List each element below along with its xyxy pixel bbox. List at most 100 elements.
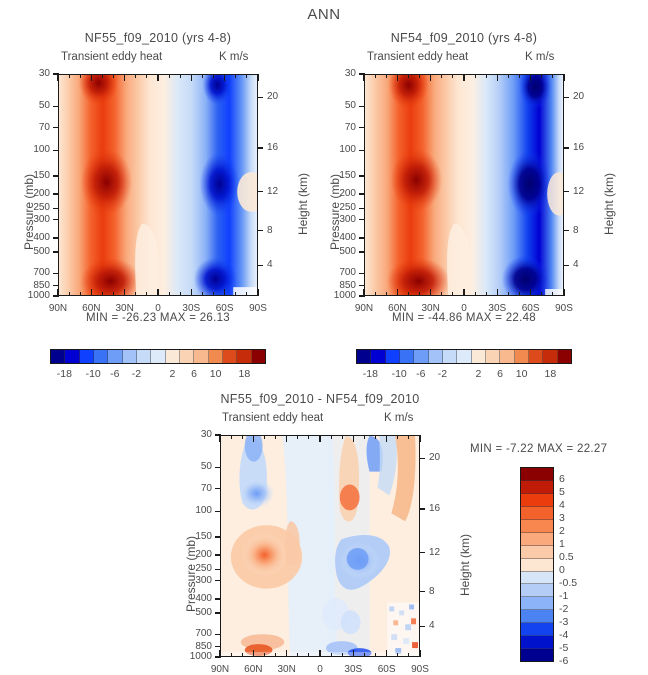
colorbar-left-cell: [208, 350, 223, 363]
right-x-minor-tickmark: [552, 74, 554, 78]
diff-y2-tick-label: 8: [429, 585, 435, 597]
right-x-minor-tickmark: [374, 74, 376, 78]
colorbar-right-cell: [543, 350, 558, 363]
left-x-minor-tickmark: [235, 74, 237, 78]
diff-x-tick-label: 60N: [244, 664, 263, 675]
right-y-tick-label: 700: [339, 267, 356, 279]
right-y2-tick-label: 16: [573, 141, 585, 153]
right-x-minor-tickmark: [541, 74, 543, 78]
colorbar-right-cell: [528, 350, 544, 363]
right-y-tickmark: [359, 149, 365, 151]
diff-x-minor-tickmark: [308, 653, 310, 657]
diff-y-tickmark: [215, 487, 221, 490]
left-x-minor-tickmark: [79, 292, 81, 296]
colorbar-diff-tick: 2: [559, 525, 565, 537]
right-y-tick-label: 50: [344, 100, 356, 112]
panel-subtitle-left-left: Transient eddy heat: [61, 51, 163, 63]
left-x-tickmark: [57, 289, 59, 296]
left-y-tickmark: [53, 207, 59, 209]
left-x-tickmark: [123, 289, 126, 296]
right-y-tickmark: [359, 295, 365, 297]
colorbar-diff-tick: 4: [559, 499, 565, 511]
left-x-minor-tickmark: [201, 292, 204, 296]
colorbar-right-cell: [500, 350, 515, 363]
right-y-tickmark: [359, 272, 365, 275]
right-x-tickmark: [496, 289, 499, 296]
left-y-tick-label: 50: [38, 100, 50, 112]
colorbar-left-cell: [108, 350, 123, 363]
right-x-minor-tickmark: [407, 292, 410, 296]
diff-x-tickmark-top: [385, 435, 388, 442]
colorbar-diff-tick: -3: [559, 616, 569, 628]
diff-x-minor-tickmark: [230, 435, 232, 439]
colorbar-right: [356, 349, 572, 364]
diff-x-tickmark: [385, 650, 388, 657]
left-y-tickmark: [53, 295, 59, 297]
right-x-tickmark: [563, 289, 565, 296]
right-y-tickmark: [359, 193, 365, 195]
diff-x-minor-tickmark: [241, 653, 243, 657]
diff-x-minor-tickmark: [230, 653, 232, 657]
colorbar-tick-left: 6: [191, 368, 197, 380]
diff-x-minor-tickmark: [263, 435, 266, 439]
minmax-diff: MIN = -7.22 MAX = 22.27: [470, 443, 608, 455]
diff-y-tick-label: 200: [195, 549, 212, 561]
diff-x-tickmark-top: [419, 435, 421, 442]
right-x-minor-tickmark: [474, 74, 476, 78]
colorbar-tick-left: -18: [56, 368, 72, 380]
right-x-minor-tickmark: [441, 74, 443, 78]
diff-y-tickmark: [215, 580, 221, 582]
colorbar-diff-tick: -2: [559, 603, 569, 615]
colorbar-left-cell: [165, 350, 180, 363]
diff-y-tickmark: [215, 554, 221, 556]
colorbar-left-cell: [79, 350, 94, 363]
right-x-minor-tickmark: [441, 292, 443, 296]
right-y-tickmark: [359, 251, 365, 253]
right-x-tick-label: 60N: [388, 303, 407, 314]
diff-y2-tick-label: 16: [429, 502, 441, 514]
diff-x-minor-tickmark: [363, 653, 366, 657]
left-x-minor-tickmark: [135, 292, 137, 296]
colorbar-right-cell: [442, 350, 458, 363]
left-x-minor-tickmark: [179, 292, 181, 296]
left-y-tick-label: 70: [38, 121, 50, 133]
panel-subtitle-right-right: K m/s: [525, 51, 555, 63]
diff-x-minor-tickmark: [408, 653, 410, 657]
diff-x-minor-tickmark: [274, 653, 277, 657]
right-x-tick-label: 30N: [421, 303, 440, 314]
left-x-tick-label: 90N: [48, 303, 68, 314]
diff-x-minor-tickmark: [330, 653, 332, 657]
right-x-minor-tickmark: [474, 292, 476, 296]
panel-subtitle-right-left: K m/s: [219, 51, 249, 63]
right-x-minor-tickmark: [485, 292, 487, 296]
right-y-tick-label: 250: [339, 202, 356, 214]
left-y2-tick-label: 20: [267, 91, 279, 103]
diff-x-minor-tickmark: [408, 435, 410, 439]
right-y-tick-label: 200: [339, 188, 356, 200]
colorbar-diff-cell: [521, 610, 553, 624]
left-y-tick-label: 200: [33, 188, 50, 200]
colorbar-left-cell: [51, 350, 66, 363]
right-y-tick-label: 400: [339, 231, 356, 243]
colorbar-right-cell: [457, 350, 472, 363]
right-y-tick-label: 300: [339, 213, 356, 225]
left-y-tickmark: [53, 175, 59, 177]
colorbar-right-cell: [371, 350, 386, 363]
colorbar-tick-right: -18: [362, 368, 378, 380]
right-y-tickmark: [359, 237, 365, 239]
colorbar-diff-tick: 3: [559, 512, 565, 524]
right-x-minor-tickmark: [518, 292, 521, 296]
left-x-tickmark: [190, 289, 193, 296]
right-y-tickmark: [359, 219, 365, 221]
diff-y2-tick-label: 4: [429, 620, 435, 632]
colorbar-left-cell: [93, 350, 109, 363]
diff-y-tickmark: [215, 612, 221, 614]
y2-axis-label-diff: Height (km): [458, 533, 472, 596]
right-x-minor-tickmark: [452, 74, 454, 78]
diff-y-tickmark: [215, 466, 221, 469]
diff-y-tick-label: 850: [195, 640, 212, 652]
left-x-minor-tickmark: [101, 292, 104, 296]
diff-x-tickmark: [285, 650, 288, 657]
right-y-tick-label: 850: [339, 279, 356, 291]
diff-y-tickmark: [215, 510, 221, 512]
